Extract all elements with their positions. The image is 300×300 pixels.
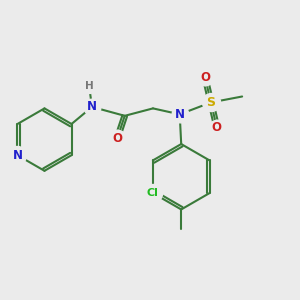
Text: H: H [85, 81, 93, 91]
Text: N: N [87, 100, 97, 113]
Text: O: O [200, 71, 210, 84]
Text: N: N [13, 149, 22, 162]
Text: O: O [112, 132, 122, 145]
Text: N: N [175, 108, 185, 121]
Text: S: S [206, 96, 215, 109]
Text: O: O [212, 121, 222, 134]
Text: Cl: Cl [147, 188, 159, 198]
